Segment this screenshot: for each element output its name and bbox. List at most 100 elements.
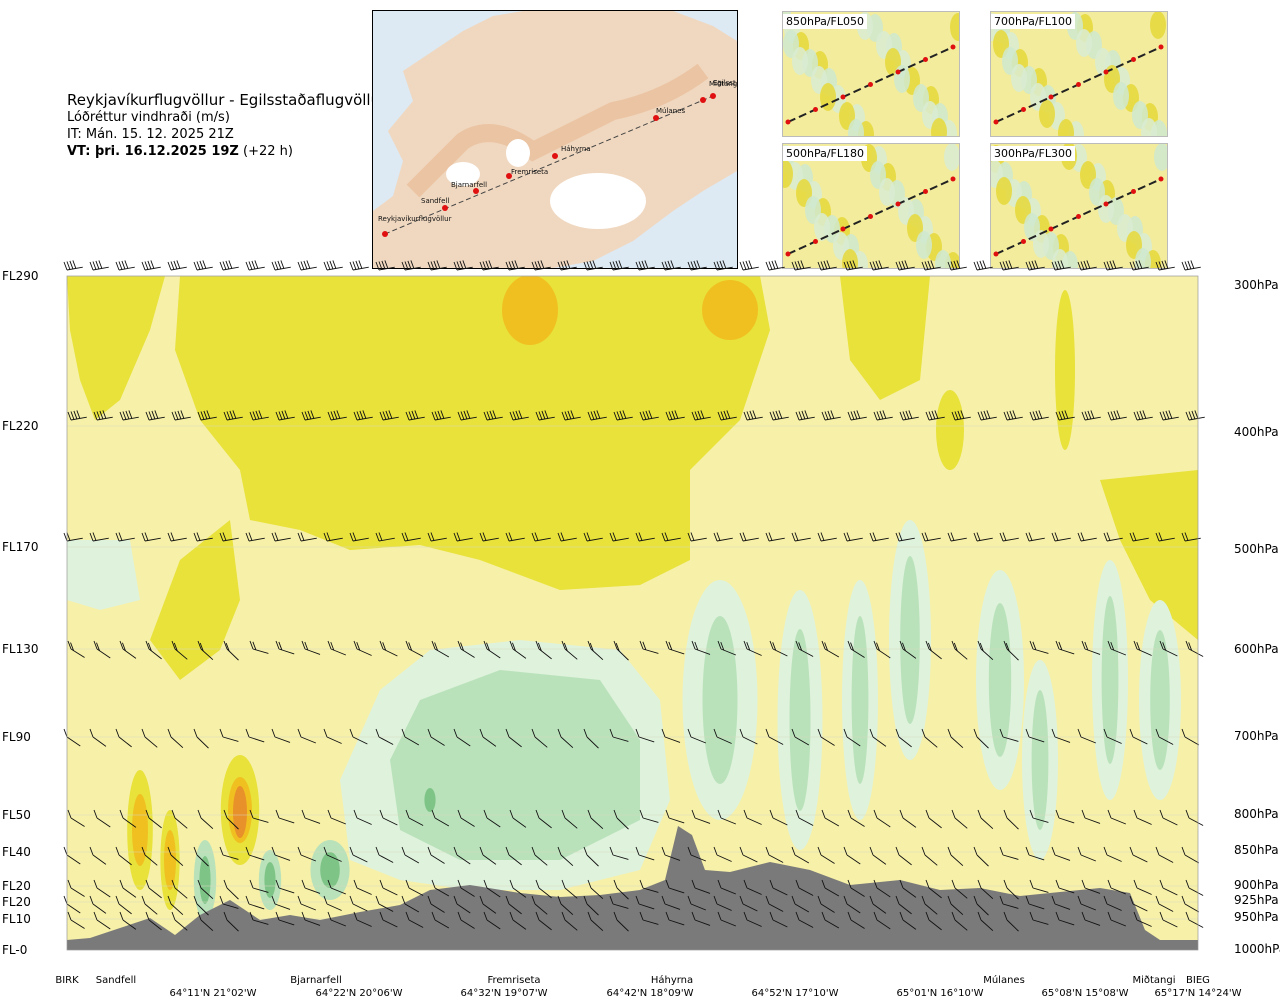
barb-shaft <box>560 903 574 916</box>
wind-barb <box>1155 260 1175 271</box>
barb-feather <box>92 261 97 270</box>
wind-barb <box>999 846 1019 860</box>
barb-shaft <box>976 854 989 867</box>
wind-barb <box>167 532 187 542</box>
wind-barb <box>535 911 552 931</box>
barb-feather <box>875 260 880 270</box>
barb-feather <box>908 410 913 419</box>
barb-feather <box>691 879 696 889</box>
barb-shaft <box>902 887 917 898</box>
wind-barb <box>197 410 217 421</box>
barb-feather <box>281 410 286 420</box>
wind-barb <box>713 846 732 862</box>
wind-barb <box>1025 728 1045 743</box>
barb-feather <box>1194 410 1199 419</box>
wind-barb <box>769 911 788 928</box>
wind-barb <box>613 640 629 661</box>
barb-shaft <box>798 919 814 928</box>
barb-feather <box>479 261 484 271</box>
barb-feather <box>925 879 930 889</box>
barb-feather <box>644 260 649 269</box>
wind-barb <box>713 895 732 911</box>
barb-feather <box>1055 411 1060 421</box>
barb-shaft <box>928 817 942 829</box>
barb-feather <box>1185 640 1190 650</box>
thumb-700[interactable]: 700hPa/FL100 <box>990 11 1168 137</box>
barb-feather <box>687 895 692 905</box>
wind-barb <box>119 410 139 421</box>
barb-feather <box>1025 532 1030 542</box>
vertical-velocity-field <box>67 276 1198 920</box>
wind-barb <box>613 809 629 830</box>
wind-barb <box>67 640 85 658</box>
barb-feather <box>775 410 780 420</box>
thumb-route-point <box>1021 107 1026 112</box>
barb-shaft <box>690 736 707 744</box>
wind-barb <box>535 879 552 899</box>
wind-barb <box>223 410 243 421</box>
barb-feather <box>1084 641 1089 651</box>
wind-barb <box>687 846 707 862</box>
wind-barb <box>1055 879 1075 894</box>
wind-barb <box>687 728 707 744</box>
route-point <box>552 153 558 159</box>
wind-barb <box>531 260 551 271</box>
thumb-300-label: 300hPa/FL300 <box>991 146 1076 161</box>
wind-barb <box>661 260 681 271</box>
thumb-field-cell <box>783 160 793 188</box>
wind-barb <box>1129 846 1148 863</box>
wind-barb <box>1055 911 1075 926</box>
wind-barb <box>743 809 762 825</box>
barb-shaft <box>898 854 912 866</box>
wind-barb <box>921 895 938 915</box>
barb-feather <box>1181 532 1186 542</box>
wind-barb <box>665 879 685 894</box>
barb-feather <box>869 846 874 856</box>
barb-feather <box>768 532 773 541</box>
thumb-850[interactable]: 850hPa/FL050 <box>782 11 960 137</box>
wind-barb <box>431 879 450 897</box>
barb-feather <box>795 911 800 921</box>
thumb-route-point <box>840 94 846 100</box>
thumb-route-point <box>950 44 956 50</box>
wind-barb <box>453 846 471 865</box>
map-highlands <box>406 63 709 198</box>
barb-feather <box>719 260 724 270</box>
hpa-label: 1000hPa <box>1234 942 1280 956</box>
barb-feather <box>1129 532 1134 542</box>
barb-feather <box>427 532 432 542</box>
barb-feather <box>353 879 358 889</box>
barb-feather <box>560 532 565 541</box>
wind-barb <box>431 640 450 658</box>
wind-barb <box>375 895 394 912</box>
barb-feather <box>93 809 98 819</box>
barb-feather <box>1155 532 1160 542</box>
wind-barb <box>713 728 732 744</box>
barb-shaft <box>456 903 471 914</box>
thumb-300[interactable]: 300hPa/FL300 <box>990 143 1168 269</box>
barb-shaft <box>1162 817 1178 826</box>
barb-feather <box>696 260 701 269</box>
barb-feather <box>743 911 748 921</box>
barb-feather <box>356 642 361 651</box>
barb-feather <box>1136 642 1141 651</box>
barb-feather <box>1107 911 1112 921</box>
upward-core-4 <box>936 390 964 470</box>
thumb-500[interactable]: 500hPa/FL180 <box>782 143 960 269</box>
barb-shaft <box>872 903 887 914</box>
barb-shaft <box>612 854 629 860</box>
barb-feather <box>1116 410 1121 419</box>
barb-feather <box>505 532 510 542</box>
barb-feather <box>1038 410 1043 419</box>
wind-barb <box>275 809 295 824</box>
barb-shaft <box>1136 817 1152 825</box>
wind-barb <box>1055 410 1075 421</box>
barb-feather <box>278 641 283 651</box>
barb-feather <box>743 640 748 650</box>
barb-feather <box>821 879 826 889</box>
wind-barb <box>665 410 685 421</box>
barb-shaft <box>876 919 891 930</box>
barb-shaft <box>92 903 107 914</box>
barb-feather <box>76 410 81 419</box>
wind-barb <box>999 728 1019 742</box>
